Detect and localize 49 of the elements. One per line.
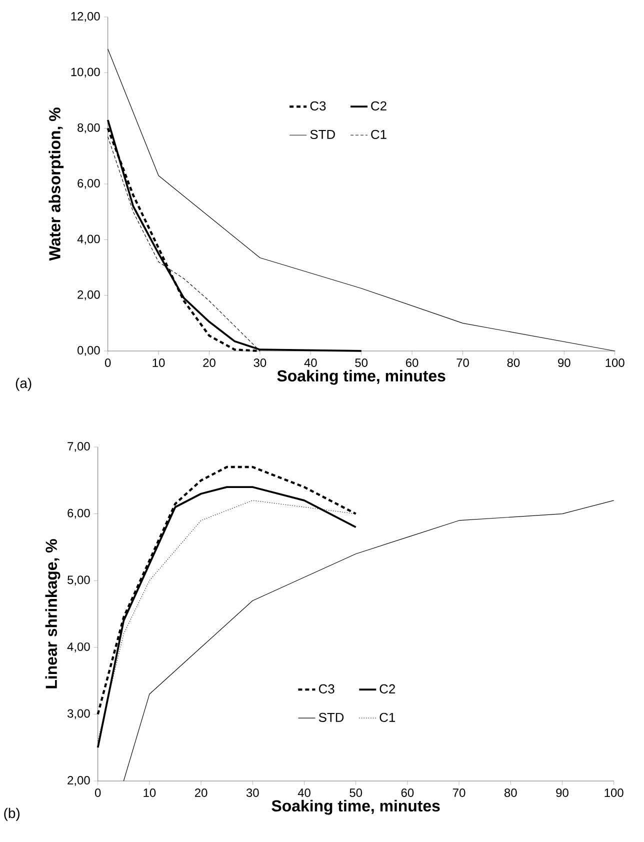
x-axis-title: Soaking time, minutes [272, 800, 440, 815]
y-axis-title: Linear shrinkage, % [45, 539, 60, 688]
x-tick-label: 70 [453, 788, 466, 797]
y-tick-label: 5,00 [68, 576, 90, 586]
y-tick-label: 4,00 [67, 642, 90, 652]
x-tick-label: 70 [456, 358, 470, 367]
x-tick-label: 50 [355, 358, 368, 367]
legend-label: C3 [310, 101, 326, 111]
y-tick-label: 2,00 [78, 290, 100, 300]
legend-label: C3 [319, 684, 334, 694]
y-axis-title: Water absorption, % [48, 108, 64, 261]
y-tick-label: 6,00 [78, 179, 100, 189]
x-axis-title: Soaking time, minutes [277, 370, 446, 385]
y-tick-label: 8,00 [78, 123, 100, 134]
legend-label: STD [310, 130, 336, 140]
legend-label: C1 [380, 712, 396, 722]
x-tick-label: 10 [152, 358, 165, 367]
x-tick-label: 10 [144, 788, 156, 797]
legend-label: STD [318, 712, 344, 722]
x-tick-label: 50 [350, 788, 362, 797]
legend-label: C1 [371, 130, 386, 140]
x-tick-label: 20 [195, 788, 208, 797]
y-tick-label: 7,00 [68, 442, 90, 452]
y-tick-label: 3,00 [68, 709, 90, 720]
x-tick-label: 40 [304, 358, 317, 367]
y-tick-label: 0,00 [78, 346, 100, 356]
x-tick-label: 30 [246, 788, 259, 797]
text: (b) [4, 808, 20, 821]
legend-label: C2 [380, 684, 396, 694]
y-tick-label: 10,00 [71, 68, 100, 78]
x-tick-label: 20 [203, 358, 216, 367]
x-tick-label: 100 [604, 788, 624, 797]
x-tick-label: 60 [401, 788, 414, 797]
legend-label: C2 [371, 101, 386, 111]
x-tick-label: 80 [507, 358, 520, 367]
x-tick-label: 90 [558, 358, 570, 367]
x-tick-label: 100 [606, 358, 624, 367]
y-tick-label: 12,00 [71, 12, 100, 22]
x-tick-label: 30 [254, 358, 266, 367]
x-tick-label: 40 [298, 788, 311, 797]
y-tick-label: 4,00 [77, 234, 100, 245]
y-tick-label: 2,00 [68, 776, 90, 786]
x-tick-label: 0 [105, 358, 111, 367]
x-tick-label: 90 [556, 788, 569, 797]
text: (a) [16, 378, 32, 391]
x-tick-label: 80 [504, 788, 517, 797]
x-tick-label: 0 [95, 788, 101, 797]
x-tick-label: 60 [406, 358, 418, 367]
y-tick-label: 6,00 [68, 508, 90, 519]
